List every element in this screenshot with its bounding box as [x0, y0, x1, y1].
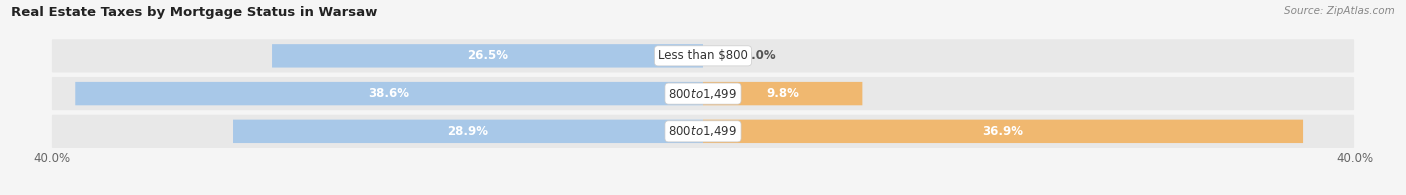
FancyBboxPatch shape — [703, 120, 1303, 143]
Text: 28.9%: 28.9% — [447, 125, 488, 138]
FancyBboxPatch shape — [233, 120, 703, 143]
FancyBboxPatch shape — [703, 82, 862, 105]
FancyBboxPatch shape — [52, 39, 1354, 73]
Text: $800 to $1,499: $800 to $1,499 — [668, 124, 738, 138]
Text: 9.8%: 9.8% — [766, 87, 799, 100]
FancyBboxPatch shape — [52, 115, 1354, 148]
Text: 40.0%: 40.0% — [32, 152, 70, 165]
Text: 40.0%: 40.0% — [1336, 152, 1374, 165]
FancyBboxPatch shape — [76, 82, 703, 105]
Text: Less than $800: Less than $800 — [658, 49, 748, 62]
FancyBboxPatch shape — [52, 77, 1354, 110]
Text: Source: ZipAtlas.com: Source: ZipAtlas.com — [1284, 6, 1395, 16]
Text: Real Estate Taxes by Mortgage Status in Warsaw: Real Estate Taxes by Mortgage Status in … — [11, 6, 378, 19]
Text: 26.5%: 26.5% — [467, 49, 508, 62]
Text: 38.6%: 38.6% — [368, 87, 409, 100]
FancyBboxPatch shape — [271, 44, 703, 67]
Text: 36.9%: 36.9% — [983, 125, 1024, 138]
Text: 0.0%: 0.0% — [744, 49, 776, 62]
Text: $800 to $1,499: $800 to $1,499 — [668, 87, 738, 101]
